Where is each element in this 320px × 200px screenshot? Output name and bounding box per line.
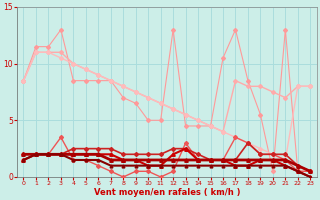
X-axis label: Vent moyen/en rafales ( km/h ): Vent moyen/en rafales ( km/h ) <box>94 188 240 197</box>
